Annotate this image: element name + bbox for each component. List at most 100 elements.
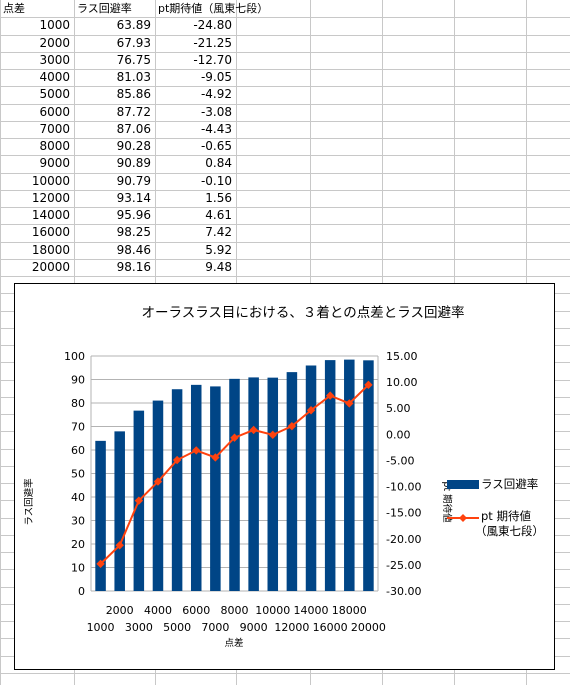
table-cell[interactable]: -12.70	[193, 52, 232, 67]
pt-point-5000	[172, 455, 182, 465]
table-cell[interactable]: -0.65	[200, 139, 232, 153]
table-cell[interactable]: 95.96	[116, 208, 151, 222]
table-cell[interactable]: 0.84	[205, 156, 232, 171]
table-cell[interactable]: 4.61	[205, 208, 232, 222]
grid-row-line	[0, 35, 570, 36]
table-cell[interactable]: 1.56	[205, 190, 232, 205]
grid-row-line	[0, 173, 570, 174]
y-tick-label: 40	[71, 491, 85, 504]
chart[interactable]: オーラスラス目における、３着との点差とラス回避率 0 10 20 30 40 50 60 70 8…	[14, 283, 555, 670]
table-cell[interactable]: 20000	[31, 259, 70, 274]
x-tick-label: 7000	[201, 621, 229, 634]
bar-8000	[229, 378, 240, 591]
chart-svg: オーラスラス目における、３着との点差とラス回避率 0 10 20 30 40 50 60 70 8…	[23, 304, 544, 649]
table-cell[interactable]: 67.93	[116, 35, 151, 50]
table-cell[interactable]: -0.10	[200, 173, 232, 188]
bar-16000	[324, 360, 336, 591]
table-cell[interactable]: 9000	[39, 156, 70, 171]
table-cell[interactable]: -21.25	[193, 35, 232, 50]
y2-tick-label: 0.00	[386, 428, 411, 441]
table-cell[interactable]: 90.79	[116, 173, 151, 188]
table-cell[interactable]: -24.80	[193, 18, 232, 33]
pt-point-4000	[153, 477, 163, 486]
table-cell[interactable]: 1000	[39, 18, 70, 33]
pt-point-2000	[115, 541, 124, 550]
table-cell[interactable]: 2000	[39, 35, 70, 50]
pt-point-9000	[249, 425, 258, 435]
table-cell[interactable]: 5000	[39, 87, 70, 102]
header-cell[interactable]: ラス回避率	[77, 2, 132, 15]
table-cell[interactable]: 81.03	[116, 70, 151, 84]
x-tick-label: 16000	[313, 621, 348, 634]
table-cell[interactable]: 87.72	[116, 104, 151, 119]
y2-tick-label: 5.00	[386, 402, 411, 415]
table-cell[interactable]: 85.86	[116, 87, 151, 102]
table-cell[interactable]: 90.89	[116, 156, 151, 171]
table-cell[interactable]: 9.48	[205, 259, 232, 274]
grid-row-line	[0, 224, 570, 225]
table-cell[interactable]: 87.06	[116, 121, 151, 136]
grid-row-line	[0, 207, 570, 208]
table-cell[interactable]: 14000	[31, 208, 70, 222]
table-cell[interactable]: 63.89	[116, 18, 151, 33]
table-cell[interactable]: 98.25	[116, 225, 151, 240]
table-cell[interactable]: 8000	[39, 139, 70, 153]
y-tick-label: 50	[71, 468, 85, 481]
table-cell[interactable]: 16000	[31, 225, 70, 240]
legend-bar-label: ラス回避率	[481, 477, 538, 491]
x-tick-label: 1000	[87, 621, 115, 634]
y-tick-label: 0	[78, 585, 85, 598]
table-cell[interactable]: 98.46	[116, 242, 151, 257]
y-tick-label: 20	[71, 538, 85, 551]
grid-row-line	[0, 190, 570, 191]
header-cell[interactable]: pt期待値（風東七段）	[158, 2, 269, 15]
legend-bar-swatch	[447, 480, 479, 489]
pt-point-3000	[134, 496, 144, 505]
x-tick-label: 4000	[144, 604, 172, 617]
y2-tick-label: -15.00	[386, 507, 421, 520]
y-tick-label: 30	[71, 515, 85, 528]
pt-point-20000	[364, 380, 373, 390]
bar-5000	[171, 389, 183, 591]
pt-point-16000	[325, 391, 335, 400]
y-tick-label: 90	[71, 374, 85, 387]
x-tick-label: 6000	[182, 604, 210, 617]
bar-2000	[114, 431, 125, 591]
table-cell[interactable]: 10000	[31, 173, 70, 188]
x-tick-label: 2000	[106, 604, 134, 617]
table-cell[interactable]: -9.05	[200, 70, 232, 84]
table-cell[interactable]: 6000	[39, 104, 70, 119]
grid-row-line	[0, 17, 570, 18]
table-cell[interactable]: 4000	[39, 70, 70, 84]
bar-20000	[363, 360, 374, 591]
table-cell[interactable]: -3.08	[200, 104, 232, 119]
pt-point-6000	[192, 446, 201, 455]
x-tick-label: 14000	[294, 604, 329, 617]
table-cell[interactable]: 7000	[39, 121, 70, 136]
table-cell[interactable]: -4.43	[200, 121, 232, 136]
grid-row-line	[0, 259, 570, 260]
bar-14000	[305, 365, 317, 591]
y-tick-label: 100	[64, 350, 85, 363]
table-cell[interactable]: 76.75	[116, 52, 151, 67]
y2-tick-label: -30.00	[386, 585, 421, 598]
y2-tick-label: 15.00	[386, 350, 418, 363]
header-cell[interactable]: 点差	[3, 2, 25, 15]
pt-point-14000	[306, 406, 316, 415]
table-cell[interactable]: 18000	[31, 242, 70, 257]
table-cell[interactable]: 93.14	[116, 190, 151, 205]
table-cell[interactable]: 5.92	[205, 242, 232, 257]
x-tick-label: 8000	[221, 604, 249, 617]
table-cell[interactable]: 98.16	[116, 259, 151, 274]
table-cell[interactable]: 90.28	[116, 139, 151, 153]
table-cell[interactable]: 3000	[39, 52, 70, 67]
table-cell[interactable]: -4.92	[200, 87, 232, 102]
bar-9000	[248, 377, 259, 591]
y-axis-title: ラス回避率	[23, 478, 35, 526]
grid-row-line	[0, 276, 570, 277]
table-cell[interactable]: 12000	[31, 190, 70, 205]
grid-row-line	[0, 86, 570, 87]
pt-point-7000	[211, 453, 220, 462]
pt-point-10000	[268, 430, 277, 440]
table-cell[interactable]: 7.42	[205, 225, 232, 240]
